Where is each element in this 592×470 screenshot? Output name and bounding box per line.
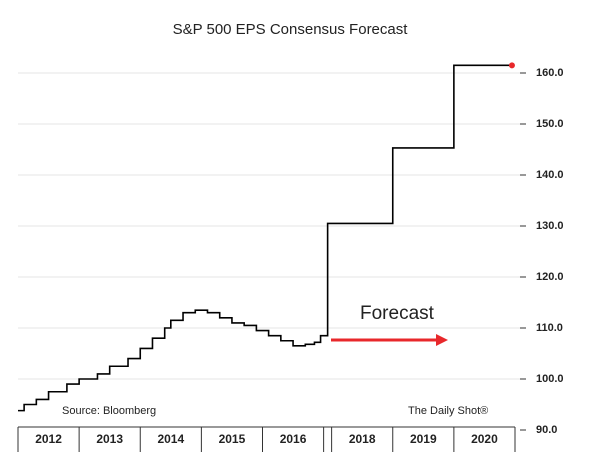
y-tick-label: 160.0 xyxy=(536,67,564,79)
credit: The Daily Shot® xyxy=(408,405,488,417)
x-tick-label: 2013 xyxy=(96,432,123,446)
x-tick-label: 2019 xyxy=(410,432,437,446)
source: Source: Bloomberg xyxy=(62,405,156,417)
y-tick-label: 150.0 xyxy=(536,118,564,130)
x-tick-label: 2018 xyxy=(349,432,376,446)
y-tick-label: 120.0 xyxy=(536,271,564,283)
y-tick-label: 140.0 xyxy=(536,169,564,181)
end-marker xyxy=(508,62,515,69)
line xyxy=(18,64,512,412)
y-tick-label: 130.0 xyxy=(536,220,564,232)
x-tick-label: 2012 xyxy=(35,432,62,446)
x-tick-label: 2014 xyxy=(157,432,184,446)
arrow-head xyxy=(436,334,448,346)
y-tick-label: 110.0 xyxy=(536,322,563,334)
x-tick-label: 2016 xyxy=(280,432,307,446)
y-tick-label: 100.0 xyxy=(536,373,564,385)
x-tick-label: 2020 xyxy=(471,432,498,446)
x-tick-label: 2015 xyxy=(219,432,246,446)
annotation: Forecast xyxy=(360,303,435,324)
chart-title: S&P 500 EPS Consensus Forecast xyxy=(173,21,409,38)
y-tick-label: 90.0 xyxy=(536,424,557,436)
